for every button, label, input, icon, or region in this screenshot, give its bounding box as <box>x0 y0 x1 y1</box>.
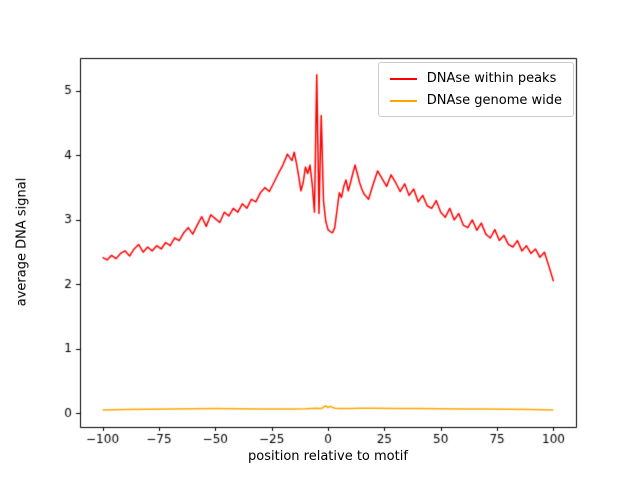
legend: DNAse within peaks DNAse genome wide <box>377 62 574 117</box>
legend-line-sample-orange <box>389 99 417 102</box>
legend-item-genome: DNAse genome wide <box>389 93 562 108</box>
x-axis-label: position relative to motif <box>248 449 408 464</box>
y-axis-label: average DNA signal <box>14 177 30 307</box>
legend-line-sample-red <box>389 77 417 80</box>
legend-label-genome: DNAse genome wide <box>426 93 562 108</box>
legend-label-peaks: DNAse within peaks <box>426 71 557 86</box>
legend-item-peaks: DNAse within peaks <box>389 71 562 86</box>
